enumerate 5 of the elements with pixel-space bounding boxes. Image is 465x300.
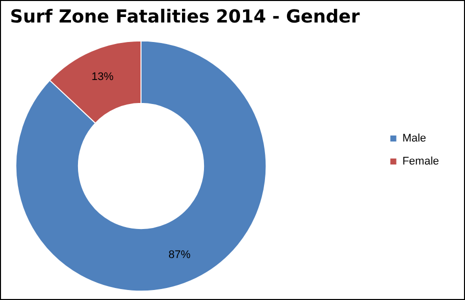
data-label: 13% bbox=[92, 71, 114, 84]
legend-label: Male bbox=[402, 132, 426, 144]
chart-title: Surf Zone Fatalities 2014 - Gender bbox=[10, 6, 360, 28]
data-label: 87% bbox=[168, 248, 191, 261]
legend-label: Female bbox=[402, 156, 440, 168]
